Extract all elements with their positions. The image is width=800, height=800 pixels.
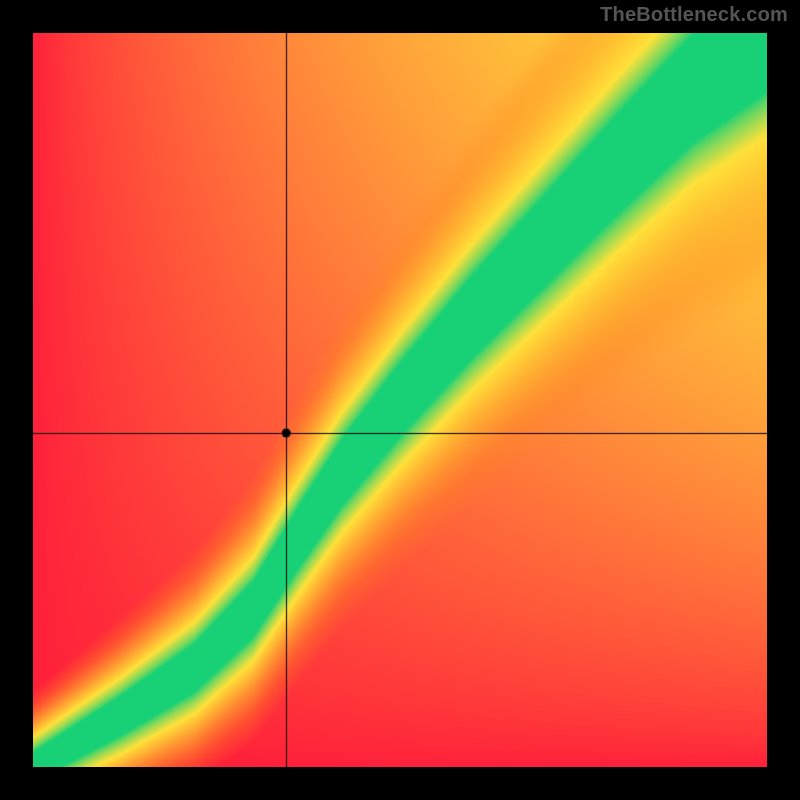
chart-container: TheBottleneck.com xyxy=(0,0,800,800)
bottleneck-heatmap xyxy=(33,33,767,767)
watermark-text: TheBottleneck.com xyxy=(600,4,788,27)
